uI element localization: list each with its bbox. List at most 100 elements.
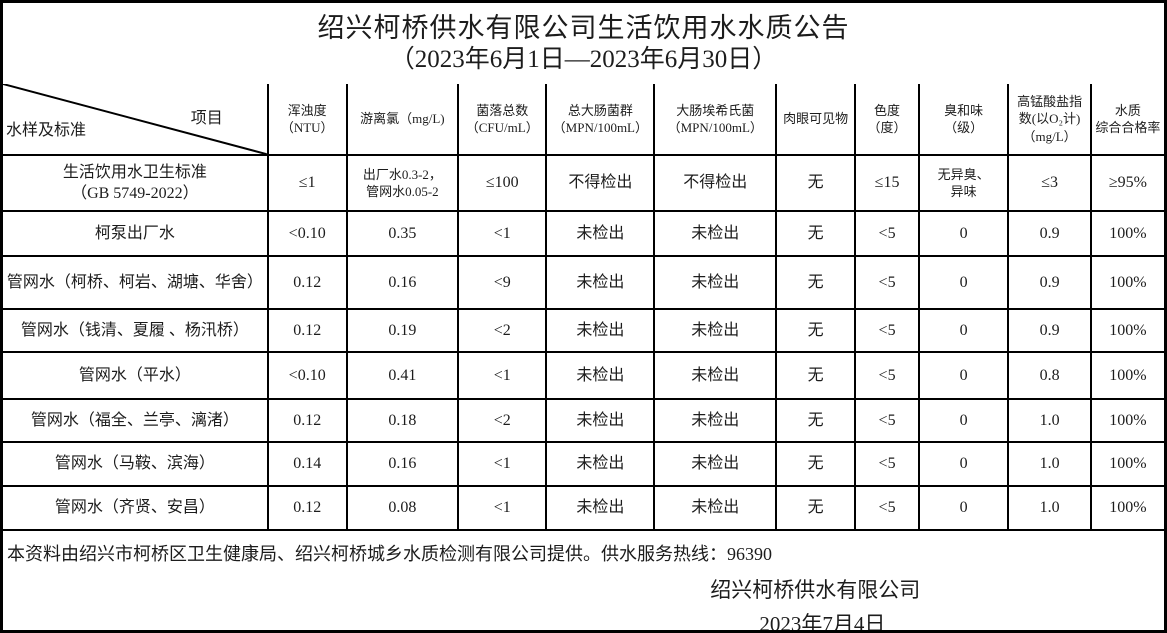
column-header-odor-taste: 臭和味 （级） — [917, 84, 1010, 157]
diagonal-line — [3, 84, 267, 154]
cell: 100% — [1089, 441, 1164, 488]
cell: <1 — [457, 441, 548, 488]
cell: 不得检出 — [545, 154, 656, 213]
cell: 1.0 — [1007, 441, 1092, 488]
cell: 无 — [775, 351, 857, 401]
cell: 100% — [1089, 210, 1164, 258]
footer: 本资料由绍兴市柯桥区卫生健康局、绍兴柯桥城乡水质检测有限公司提供。供水服务热线：… — [3, 531, 1164, 633]
cell: 未检出 — [653, 308, 778, 354]
row-label: 柯泵出厂水 — [3, 210, 269, 258]
row-label: 管网水（齐贤、安昌） — [3, 485, 269, 532]
cell: 无 — [775, 255, 857, 311]
cell: ≥95% — [1089, 154, 1164, 213]
cell: 0 — [917, 398, 1010, 444]
cell: 0 — [917, 441, 1010, 488]
cell: <5 — [854, 308, 920, 354]
cell: 0 — [917, 255, 1010, 311]
corner-label-sample-standard: 水样及标准 — [6, 122, 87, 139]
cell: <0.10 — [266, 210, 348, 258]
cell: <0.10 — [266, 351, 348, 401]
row-label: 管网水（钱清、夏履 、杨汛桥） — [3, 308, 269, 354]
page-title: 绍兴柯桥供水有限公司生活饮用水水质公告 — [317, 12, 850, 43]
cell: 0.14 — [266, 441, 348, 488]
cell: 0.12 — [266, 485, 348, 532]
column-header-e-coli: 大肠埃希氏菌 （MPN/100mL） — [653, 84, 778, 157]
cell: 0.12 — [266, 308, 348, 354]
row-label: 管网水（平水） — [3, 351, 269, 401]
table-row: 管网水（齐贤、安昌） 0.12 0.08 <1 未检出 未检出无 <5 0 1.0 100% — [3, 485, 1164, 532]
corner-label-item: 项目 — [190, 110, 223, 127]
row-label: 管网水（福全、兰亭、漓渚） — [3, 398, 269, 444]
row-label: 管网水（马鞍、滨海） — [3, 441, 269, 488]
column-header-colony-count: 菌落总数 （CFU/mL） — [457, 84, 548, 157]
table-row: 管网水（平水） <0.10 0.41 <1 未检出 未检出无 <5 0 0.8 100% — [3, 351, 1164, 401]
cell: 无 — [775, 441, 857, 488]
cell: <1 — [457, 210, 548, 258]
row-label: 管网水（柯桥、柯岩、湖塘、华舍） — [3, 255, 269, 311]
cell: 不得检出 — [653, 154, 778, 213]
table-row: 管网水（福全、兰亭、漓渚） 0.12 0.18 <2 未检出 未检出无 <5 0 1.0 100% — [3, 398, 1164, 444]
footer-date: 2023年7月4日 — [759, 612, 886, 633]
cell: <1 — [457, 351, 548, 401]
cell: <5 — [854, 255, 920, 311]
column-header-permanganate-index: 高锰酸盐指 数(以O₂计) （mg/L） — [1007, 84, 1092, 157]
cell: 未检出 — [545, 308, 656, 354]
column-header-visible-matter: 肉眼可见物 — [775, 84, 857, 157]
cell: ≤1 — [266, 154, 348, 213]
cell: <5 — [854, 398, 920, 444]
cell: <5 — [854, 441, 920, 488]
cell: <2 — [457, 398, 548, 444]
column-header-chromaticity: 色度 （度） — [854, 84, 920, 157]
table-row: 管网水（柯桥、柯岩、湖塘、华舍） 0.12 0.16 <9 未检出 未检出无 <5 0 0.9 1… — [3, 255, 1164, 311]
cell: 1.0 — [1007, 398, 1092, 444]
cell: 0.12 — [266, 398, 348, 444]
cell: 未检出 — [653, 485, 778, 532]
cell: 0 — [917, 210, 1010, 258]
table-row: 管网水（钱清、夏履 、杨汛桥） 0.12 0.19 <2 未检出 未检出无 <5 0 0.9 10… — [3, 308, 1164, 354]
cell: <1 — [457, 485, 548, 532]
cell: 0.18 — [345, 398, 460, 444]
footer-note: 本资料由绍兴市柯桥区卫生健康局、绍兴柯桥城乡水质检测有限公司提供。供水服务热线：… — [7, 544, 772, 565]
cell: 1.0 — [1007, 485, 1092, 532]
cell: 100% — [1089, 485, 1164, 532]
cell: <5 — [854, 210, 920, 258]
column-header-pass-rate: 水质 综合合格率 — [1089, 84, 1164, 157]
title-block: 绍兴柯桥供水有限公司生活饮用水水质公告 （2023年6月1日—2023年6月30… — [3, 3, 1164, 84]
cell: 出厂水0.3-2， 管网水0.05-2 — [345, 154, 460, 213]
cell: 0.8 — [1007, 351, 1092, 401]
page-subtitle: （2023年6月1日—2023年6月30日） — [389, 46, 778, 74]
cell: 未检出 — [545, 485, 656, 532]
cell: 无 — [775, 210, 857, 258]
water-quality-table: 水样及标准 项目 浑浊度 （NTU） 游离氯（mg/L) 菌落总数 （CFU/m… — [3, 84, 1164, 532]
cell: <9 — [457, 255, 548, 311]
corner-header-cell: 水样及标准 项目 — [3, 84, 269, 157]
cell: 0 — [917, 308, 1010, 354]
column-header-total-coliforms: 总大肠菌群 （MPN/100mL） — [545, 84, 656, 157]
cell: <5 — [854, 485, 920, 532]
cell: 100% — [1089, 351, 1164, 401]
cell: 0.9 — [1007, 255, 1092, 311]
cell: 0 — [917, 485, 1010, 532]
column-header-turbidity: 浑浊度 （NTU） — [266, 84, 348, 157]
cell: ≤100 — [457, 154, 548, 213]
cell: <5 — [854, 351, 920, 401]
cell: 未检出 — [653, 210, 778, 258]
cell: ≤15 — [854, 154, 920, 213]
cell: 未检出 — [653, 441, 778, 488]
cell: 0.19 — [345, 308, 460, 354]
table-row: 生活饮用水卫生标准 （GB 5749-2022） ≤1 出厂水0.3-2， 管网水0… — [3, 154, 1164, 213]
table-row: 管网水（马鞍、滨海） 0.14 0.16 <1 未检出 未检出无 <5 0 1.0 100% — [3, 441, 1164, 488]
cell: 0.12 — [266, 255, 348, 311]
cell: 0.35 — [345, 210, 460, 258]
cell: 0.9 — [1007, 210, 1092, 258]
cell: 无异臭、 异味 — [917, 154, 1010, 213]
cell: 100% — [1089, 308, 1164, 354]
footer-company: 绍兴柯桥供水有限公司 — [710, 578, 921, 603]
cell: 无 — [775, 154, 857, 213]
cell: 未检出 — [653, 351, 778, 401]
cell: 0.16 — [345, 255, 460, 311]
row-label: 生活饮用水卫生标准 （GB 5749-2022） — [3, 154, 269, 213]
cell: 0.9 — [1007, 308, 1092, 354]
cell: 未检出 — [545, 255, 656, 311]
